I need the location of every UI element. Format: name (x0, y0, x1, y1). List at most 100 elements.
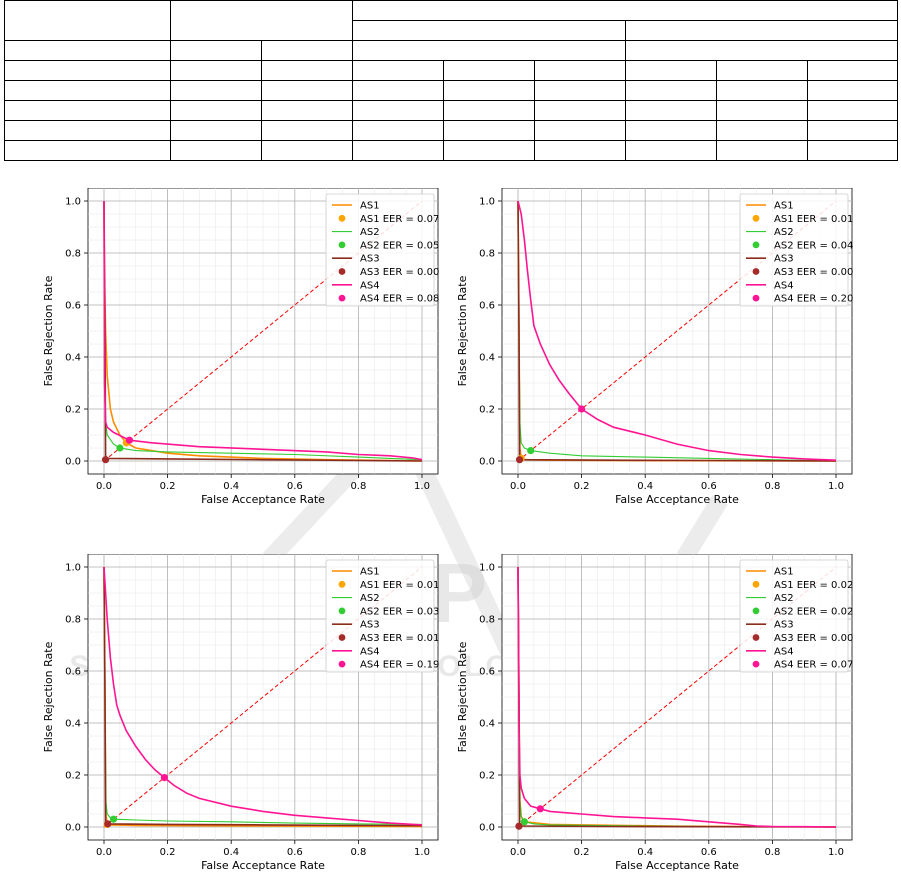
table-cell (534, 100, 626, 121)
table-row (4, 80, 898, 101)
legend-entry-as4: AS4 (774, 646, 794, 657)
x-tick-label: 0.4 (637, 481, 653, 492)
legend-entry-as4: AS4 (774, 280, 794, 291)
plot-series-group (515, 200, 837, 464)
legend-entry-as3: AS3 (360, 254, 380, 265)
table-cell (4, 40, 171, 61)
table-cell (352, 60, 444, 81)
y-tick-label: 0.8 (479, 249, 495, 260)
legend-entry-as2: AS2 (360, 227, 380, 238)
det-plot-2: 0.0 0.2 0.4 0.6 0.8 1.0 0.0 0.2 0.4 0.6 0.8 1.0 Fals… (456, 188, 853, 506)
table-cell (807, 120, 898, 141)
y-tick-label: 0.0 (65, 457, 81, 468)
legend-marker-swatch (752, 268, 760, 275)
series-line-as4 (517, 200, 837, 461)
x-tick-label: 0.0 (510, 481, 526, 492)
legend-entry-eer-as1: AS1 EER = 0.07 (360, 214, 439, 225)
legend-marker-swatch (338, 580, 346, 588)
eer-point-as4 (578, 405, 586, 413)
legend-marker-swatch (338, 241, 346, 249)
y-tick-label: 0.4 (479, 353, 495, 364)
legend-entry-as2: AS2 (774, 593, 794, 604)
legend-entry-as3: AS3 (774, 254, 794, 265)
eer-point-as3 (515, 822, 523, 830)
y-tick-label: 0.0 (479, 823, 495, 834)
table-cell (443, 80, 535, 101)
y-tick-label: 0.8 (65, 615, 81, 626)
x-tick-label: 0.8 (764, 481, 780, 492)
x-tick-label: 0.8 (350, 481, 366, 492)
table-cell (625, 80, 717, 101)
x-tick-label: 0.6 (701, 847, 717, 858)
series-line-as4 (517, 566, 837, 828)
table-row (4, 40, 898, 61)
results-table (4, 0, 898, 161)
table-cell (261, 100, 353, 121)
legend-marker-swatch (752, 580, 760, 588)
x-tick-label: 0.2 (574, 481, 590, 492)
legend-marker-swatch (338, 294, 346, 302)
legend-marker-swatch (752, 294, 760, 302)
table-cell (170, 40, 262, 61)
eer-point-as2 (527, 447, 535, 455)
table-cell (352, 120, 444, 141)
y-tick-label: 0.2 (479, 771, 495, 782)
series-line-as4 (103, 200, 423, 461)
y-tick-label: 0.6 (65, 667, 81, 678)
eer-diagonal-line (517, 566, 837, 828)
table-cell (4, 140, 171, 161)
eer-point-as2 (116, 444, 124, 452)
y-tick-label: 1.0 (65, 197, 81, 208)
legend-entry-as1: AS1 (360, 567, 380, 578)
y-tick-label: 0.8 (65, 249, 81, 260)
legend-marker-swatch (752, 214, 760, 222)
legend-entry-as1: AS1 (774, 201, 794, 212)
table-cell (261, 80, 353, 101)
legend-entry-eer-as4: AS4 EER = 0.07 (774, 660, 853, 671)
table-cell (261, 120, 353, 141)
table-cell (534, 60, 626, 81)
table-cell (261, 40, 353, 61)
table-cell (261, 140, 353, 161)
eer-point-as4 (160, 774, 169, 782)
legend-entry-eer-as2: AS2 EER = 0.03 (360, 606, 439, 617)
table-cell (716, 80, 808, 101)
x-tick-label: 0.2 (160, 481, 176, 492)
y-tick-label: 0.8 (479, 615, 495, 626)
x-tick-label: 0.6 (287, 481, 303, 492)
y-tick-label: 1.0 (479, 563, 495, 574)
table-cell (170, 60, 262, 81)
x-tick-label: 0.6 (287, 847, 303, 858)
table-cell (534, 140, 626, 161)
table-cell (807, 140, 898, 161)
table-cell (4, 100, 171, 121)
y-tick-label: 0.6 (479, 301, 495, 312)
y-tick-label: 0.0 (479, 457, 495, 468)
table-cell (716, 60, 808, 81)
legend-marker-swatch (338, 634, 346, 641)
table-cell (625, 100, 717, 121)
y-axis-label: False Rejection Rate (456, 641, 469, 752)
table-cell (807, 80, 898, 101)
x-tick-label: 1.0 (414, 481, 430, 492)
table-cell (625, 40, 898, 61)
table-header-row (4, 0, 898, 41)
legend-entry-eer-as2: AS2 EER = 0.04 (774, 240, 853, 251)
table-row (4, 120, 898, 141)
y-tick-label: 0.4 (479, 719, 495, 730)
series-line-as3 (103, 566, 423, 827)
legend-entry-eer-as2: AS2 EER = 0.02 (774, 606, 853, 617)
table-cell (352, 80, 444, 101)
table-cell (352, 100, 444, 121)
legend-box (739, 193, 849, 307)
legend-entry-as2: AS2 (774, 227, 794, 238)
table-cell (625, 120, 717, 141)
legend-marker-swatch (338, 607, 346, 615)
legend-entry-eer-as3: AS3 EER = 0.00 (774, 267, 853, 278)
eer-diagonal-line (103, 200, 423, 462)
x-tick-label: 0.4 (223, 481, 239, 492)
table-header-row (5, 20, 898, 41)
table-cell (716, 100, 808, 121)
legend-entry-eer-as4: AS4 EER = 0.19 (360, 660, 439, 671)
eer-point-as2 (109, 815, 118, 823)
